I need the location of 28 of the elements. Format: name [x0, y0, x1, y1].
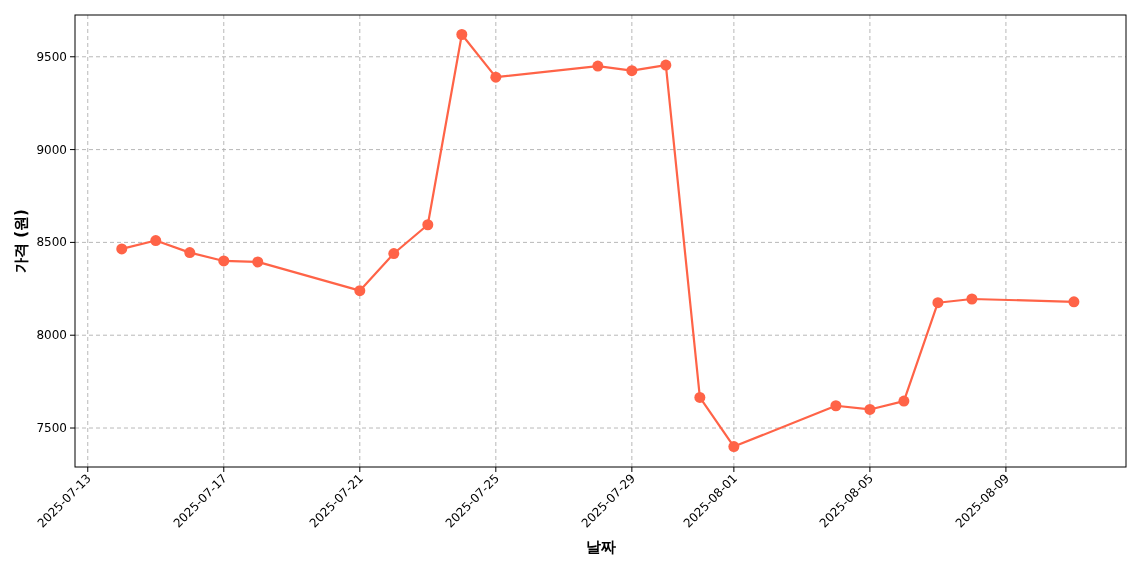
y-tick-label: 9000 — [36, 142, 67, 157]
point — [388, 248, 400, 260]
y-axis-title: 가격 (원) — [12, 209, 30, 273]
point — [1068, 296, 1080, 308]
x-axis-title: 날짜 — [585, 538, 616, 556]
point — [694, 391, 706, 403]
point — [966, 293, 978, 305]
point — [150, 235, 162, 247]
y-tick-label: 7500 — [36, 421, 67, 436]
point — [490, 71, 502, 83]
point — [932, 297, 944, 309]
point — [864, 403, 876, 415]
point — [728, 441, 740, 453]
point — [116, 243, 128, 255]
y-tick-label: 9500 — [36, 49, 67, 64]
y-tick-label: 8000 — [36, 328, 67, 343]
y-tick-label: 8500 — [36, 235, 67, 250]
point — [218, 255, 230, 267]
point — [184, 247, 196, 259]
point — [626, 65, 638, 77]
point — [252, 256, 264, 268]
point — [898, 395, 910, 407]
point — [354, 285, 366, 297]
point — [456, 28, 468, 40]
point — [592, 60, 604, 72]
point — [422, 219, 434, 231]
point — [830, 400, 842, 412]
point — [660, 59, 672, 71]
